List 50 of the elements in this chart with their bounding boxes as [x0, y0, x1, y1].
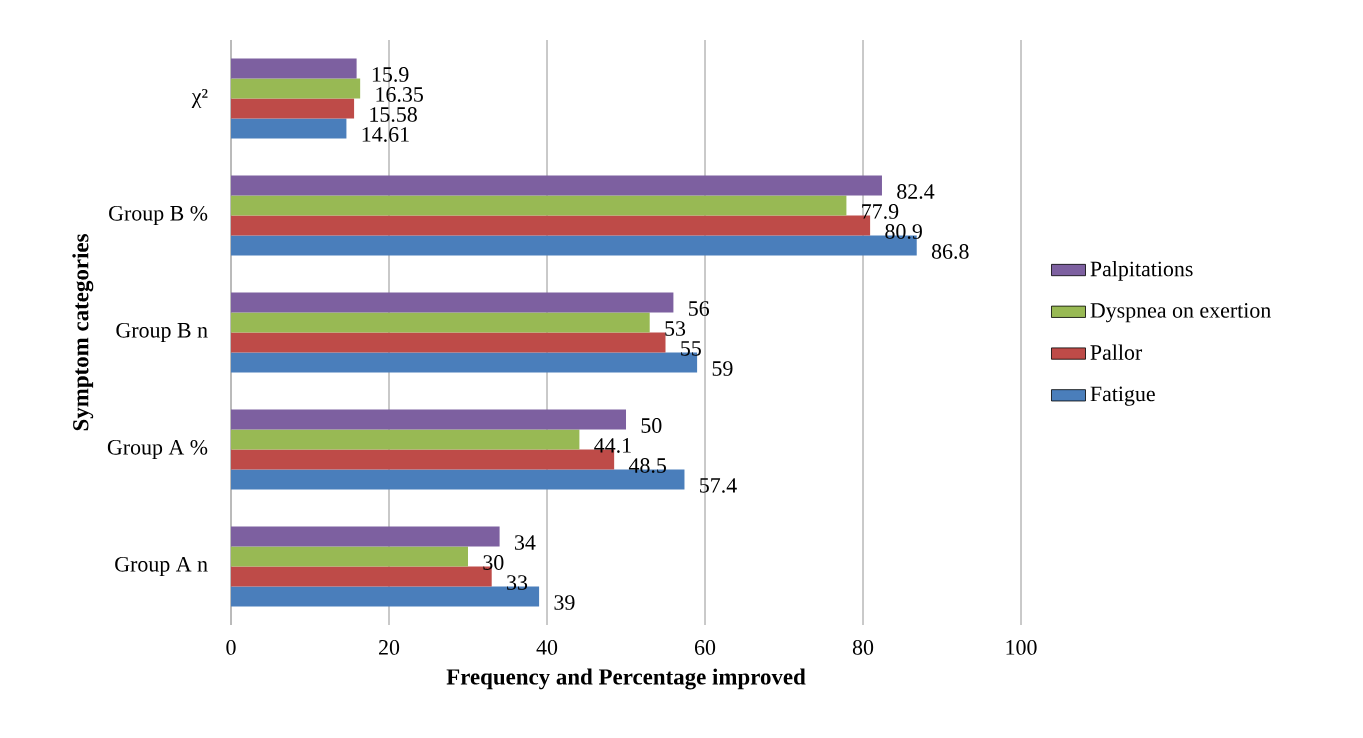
bar: [231, 429, 580, 450]
data-label: 55: [681, 341, 701, 356]
data-label: 53: [665, 321, 686, 336]
x-tick-label: 40: [536, 640, 558, 655]
data-label: 77.9: [862, 204, 899, 219]
data-label: 15.9: [372, 67, 409, 82]
bar: [231, 98, 355, 119]
data-label: 16.35: [376, 87, 423, 102]
data-label: 59: [712, 361, 733, 376]
bar: [231, 332, 666, 353]
data-label: 30: [483, 555, 504, 570]
bar: [231, 58, 357, 79]
data-label: 15.58: [370, 107, 417, 122]
bar: [231, 175, 882, 196]
y-tick-label: χ²: [191, 88, 208, 109]
x-tick-label: 80: [852, 640, 874, 655]
bar: [231, 78, 361, 99]
bar: [231, 312, 650, 333]
data-label: 34: [515, 535, 536, 550]
y-tick-label: Group B %: [109, 205, 208, 226]
y-axis-title: Symptom categories: [72, 234, 94, 431]
data-label: 48.5: [628, 458, 666, 473]
bar: [231, 546, 468, 567]
legend-label: Fatigue: [1090, 386, 1155, 406]
legend-label: Palpitations: [1090, 260, 1193, 281]
data-label: 56: [689, 301, 710, 316]
x-axis-title: Frequency and Percentage improved: [446, 668, 806, 690]
bar: [231, 195, 847, 216]
x-tick-label: 0: [226, 640, 236, 655]
bar: [231, 118, 347, 139]
legend-label: Pallor: [1090, 344, 1143, 360]
data-label: 57.4: [700, 478, 737, 493]
x-tick-label: 100: [1006, 640, 1037, 655]
legend-label: Dyspnea on exertion: [1090, 303, 1271, 323]
y-tick-label: Group B n: [116, 322, 208, 343]
data-label: 50: [641, 418, 662, 433]
data-label: 86.8: [931, 244, 969, 259]
data-label: 82.4: [897, 184, 935, 199]
bar: [231, 526, 500, 547]
x-tick-label: 20: [379, 640, 400, 655]
data-label: 80.9: [885, 224, 922, 239]
data-label: 33: [507, 575, 528, 590]
x-tick-label: 60: [694, 640, 716, 655]
y-tick-label: Group A n: [115, 556, 208, 577]
bar: [231, 292, 674, 313]
data-label: 44.1: [594, 438, 631, 453]
y-tick-label: Group A %: [107, 439, 208, 460]
data-label: 14.61: [362, 127, 409, 142]
bar: [231, 409, 627, 430]
data-label: 39: [554, 595, 575, 610]
